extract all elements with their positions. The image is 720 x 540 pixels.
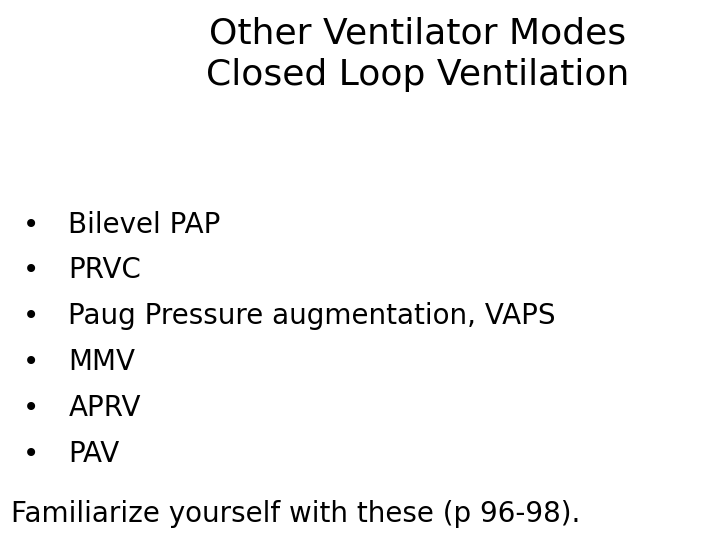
Text: MMV: MMV [68, 348, 135, 376]
Text: Paug Pressure augmentation, VAPS: Paug Pressure augmentation, VAPS [68, 302, 556, 330]
Text: PAV: PAV [68, 440, 120, 468]
Text: APRV: APRV [68, 394, 141, 422]
Text: •: • [23, 302, 40, 330]
Text: •: • [23, 348, 40, 376]
Text: Other Ventilator Modes
Closed Loop Ventilation: Other Ventilator Modes Closed Loop Venti… [206, 16, 629, 92]
Text: Familiarize yourself with these (p 96-98).: Familiarize yourself with these (p 96-98… [11, 500, 580, 528]
Text: PRVC: PRVC [68, 256, 141, 285]
Text: •: • [23, 440, 40, 468]
Text: •: • [23, 211, 40, 239]
Text: •: • [23, 256, 40, 285]
Text: Bilevel PAP: Bilevel PAP [68, 211, 221, 239]
Text: •: • [23, 394, 40, 422]
